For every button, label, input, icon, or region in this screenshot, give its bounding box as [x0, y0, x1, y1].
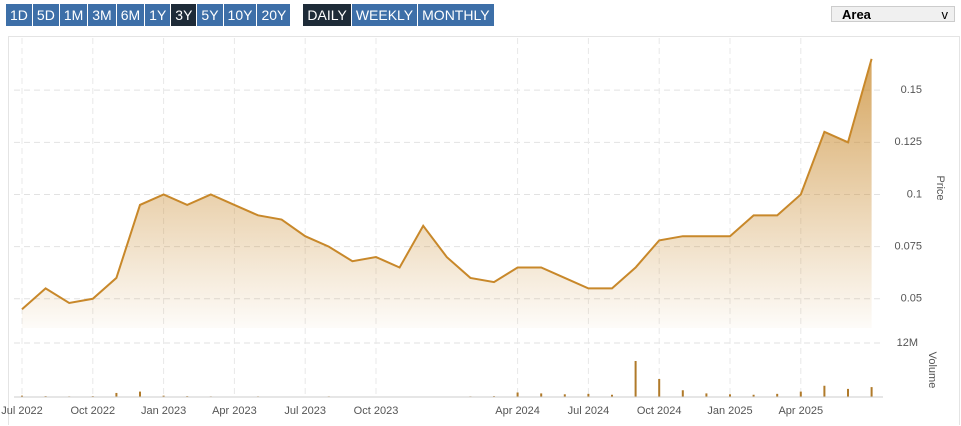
toolbar-button[interactable]: 5Y — [197, 4, 224, 26]
toolbar-button[interactable]: 3Y — [171, 4, 198, 26]
x-tick-label: Jan 2023 — [141, 405, 186, 417]
y-tick-label: 0.15 — [901, 84, 922, 96]
x-tick-label: Oct 2023 — [354, 405, 399, 417]
y-tick-label: 0.125 — [894, 136, 922, 148]
toolbar-button[interactable]: 10Y — [223, 4, 258, 26]
volume-bar — [681, 390, 684, 397]
toolbar-button[interactable]: 3M — [88, 4, 117, 26]
volume-bar — [776, 393, 779, 397]
volume-bar — [540, 393, 543, 397]
volume-bar — [21, 395, 23, 397]
volume-bar — [634, 361, 637, 397]
y2-axis-title: Volume — [926, 352, 938, 389]
price-area — [22, 58, 872, 328]
volume-bar — [658, 379, 661, 397]
x-tick-label: Oct 2022 — [70, 405, 115, 417]
volume-bar — [705, 393, 708, 397]
volume-bar — [587, 393, 590, 397]
x-tick-label: Apr 2024 — [495, 405, 540, 417]
y2-tick-label: 12M — [897, 337, 918, 349]
volume-bar — [115, 392, 118, 397]
toolbar-button[interactable]: 6M — [116, 4, 146, 26]
x-tick-label: Jan 2025 — [707, 405, 752, 417]
volume-bar — [611, 394, 613, 397]
volume-bar — [823, 385, 826, 397]
y-tick-label: 0.1 — [907, 188, 922, 200]
volume-bar — [162, 395, 165, 397]
volume-bar — [752, 394, 755, 397]
toolbar-button[interactable]: 20Y — [257, 4, 292, 26]
chart-style-dropdown[interactable]: Area v — [831, 6, 955, 22]
toolbar-button[interactable]: 1M — [59, 4, 89, 26]
y-tick-label: 0.075 — [894, 241, 922, 253]
volume-bar — [139, 391, 141, 397]
chart-frame — [8, 36, 960, 425]
toolbar-button[interactable]: DAILY — [303, 4, 352, 26]
toolbar-button[interactable]: 5D — [32, 4, 60, 26]
toolbar-button[interactable]: WEEKLY — [351, 4, 419, 26]
x-tick-label: Apr 2023 — [212, 405, 257, 417]
volume-bar — [799, 391, 802, 397]
dropdown-arrow: v — [941, 7, 949, 22]
volume-bar — [847, 388, 849, 397]
dropdown-value: Area — [842, 7, 871, 22]
toolbar-button[interactable]: 1D — [6, 4, 33, 26]
y-tick-label: 0.05 — [901, 293, 922, 305]
volume-bar — [729, 394, 731, 397]
toolbar-button[interactable]: MONTHLY — [418, 4, 495, 26]
volume-bar — [563, 394, 566, 397]
x-tick-label: Jul 2024 — [568, 405, 610, 417]
y-axis-title: Price — [934, 175, 946, 200]
volume-bar — [870, 387, 873, 397]
price-line — [21, 58, 873, 310]
x-tick-label: Apr 2025 — [778, 405, 823, 417]
x-tick-label: Jul 2023 — [284, 405, 326, 417]
volume-bar — [516, 392, 519, 397]
toolbar-button[interactable]: 1Y — [145, 4, 172, 26]
x-tick-label: Jul 2022 — [1, 405, 43, 417]
x-tick-label: Oct 2024 — [637, 405, 682, 417]
